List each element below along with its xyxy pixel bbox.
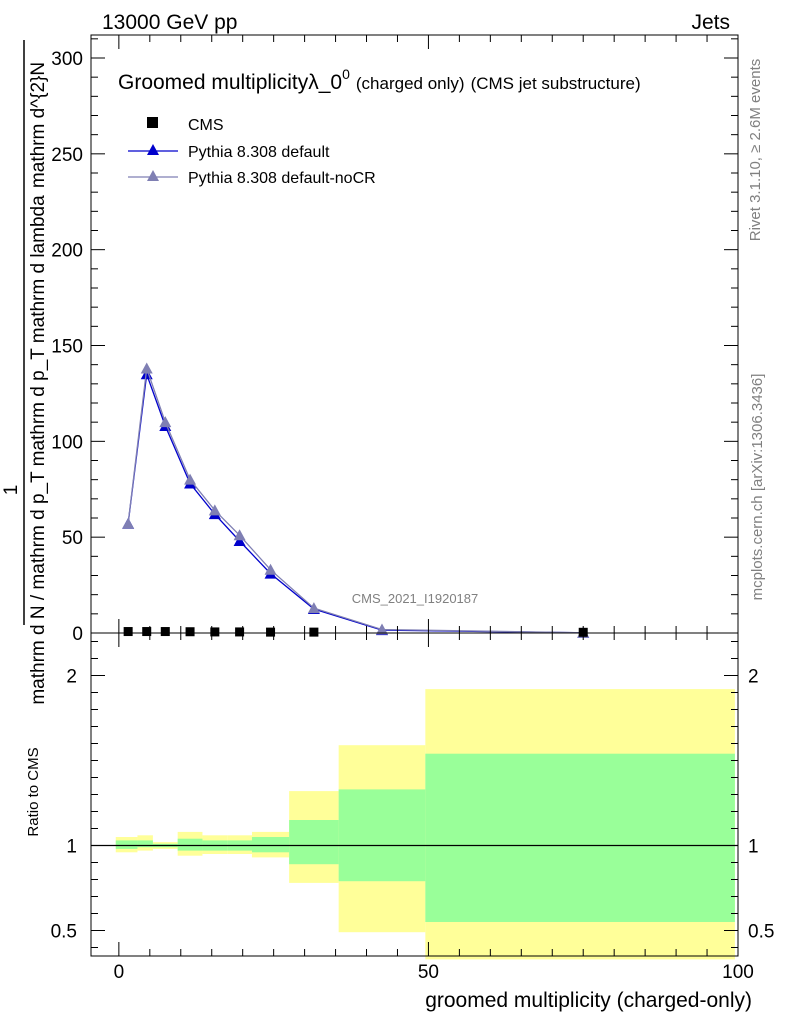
ylabel-numerator: mathrm d^{2}N bbox=[28, 62, 49, 188]
ratio-band-green bbox=[137, 840, 153, 848]
legend-cms-marker bbox=[147, 117, 158, 128]
ratio-ytick-label-right: 1 bbox=[748, 837, 759, 858]
legend-cms-label: CMS bbox=[188, 117, 224, 134]
ratio-ytick-label: 2 bbox=[66, 667, 77, 688]
ratio-ytick-label-right: 0.5 bbox=[748, 922, 774, 943]
legend-pythia-nocr-label: Pythia 8.308 default-noCR bbox=[188, 170, 376, 187]
cms-point bbox=[235, 627, 245, 637]
plot-title-main: Groomed multiplicityλ_0 bbox=[118, 71, 342, 94]
ratio-band-green bbox=[425, 753, 735, 922]
plot-title-small: (charged only) bbox=[356, 74, 465, 93]
plot-title-tail: (CMS jet substructure) bbox=[471, 74, 641, 93]
ylabel-one: 1 bbox=[1, 485, 22, 496]
ratio-band-green bbox=[177, 838, 203, 851]
xtick-label: 100 bbox=[722, 962, 754, 983]
analysis-label: CMS_2021_I1920187 bbox=[352, 591, 479, 606]
main-ytick-label: 50 bbox=[62, 528, 83, 549]
pythia-nocr-point bbox=[208, 504, 221, 516]
ratio-band-green bbox=[338, 789, 426, 882]
pythia-default-point bbox=[233, 535, 246, 546]
legend-pythia-default-marker bbox=[147, 144, 159, 155]
xtick-label: 50 bbox=[418, 962, 439, 983]
rivet-version-label: Rivet 3.1.10, ≥ 2.6M events bbox=[747, 59, 764, 242]
main-ytick-label: 200 bbox=[51, 241, 83, 262]
ratio-ytick-label-right: 2 bbox=[748, 667, 759, 688]
pythia-nocr-point bbox=[159, 416, 172, 428]
main-ytick-label: 0 bbox=[72, 624, 83, 645]
cms-point bbox=[142, 627, 152, 637]
ylabel-ratio: Ratio to CMS bbox=[25, 747, 42, 836]
pythia-default-line bbox=[127, 374, 584, 634]
cms-point bbox=[185, 627, 195, 637]
plot-title-sup: 0 bbox=[342, 66, 350, 82]
ratio-band-green bbox=[115, 840, 138, 849]
cms-point bbox=[210, 627, 220, 637]
ylabel-denominator: mathrm d N / mathrm d p_T mathrm d p_T m… bbox=[28, 195, 49, 705]
ratio-plot-panel: 0 50 100 0.5 0.5 1 1 2 2 bbox=[51, 632, 774, 983]
pythia-nocr-point bbox=[307, 602, 320, 614]
pythia-nocr-point bbox=[233, 529, 246, 541]
xlabel: groomed multiplicity (charged-only) bbox=[425, 989, 752, 1012]
legend: CMS Pythia 8.308 default Pythia 8.308 de… bbox=[128, 117, 376, 187]
pythia-nocr-line bbox=[127, 368, 584, 634]
header-jets-label: Jets bbox=[691, 11, 730, 34]
pythia-nocr-point bbox=[184, 473, 197, 485]
ylabel-main: mathrm d^{2}N mathrm d N / mathrm d p_T … bbox=[1, 40, 49, 705]
pythia-nocr-point bbox=[140, 362, 153, 374]
legend-pythia-default-label: Pythia 8.308 default bbox=[188, 144, 330, 161]
ratio-band-green bbox=[251, 837, 290, 853]
plot-title: Groomed multiplicityλ_00 (charged only) (C… bbox=[118, 66, 641, 94]
ratio-ytick-label: 0.5 bbox=[51, 922, 77, 943]
cms-point bbox=[123, 627, 133, 637]
main-ytick-label: 150 bbox=[51, 337, 83, 358]
pythia-nocr-point bbox=[264, 563, 277, 575]
header-energy-label: 13000 GeV pp bbox=[102, 11, 237, 34]
ratio-band-green bbox=[289, 820, 339, 865]
cms-point bbox=[309, 627, 319, 637]
cms-point bbox=[266, 627, 276, 637]
main-ytick-label: 250 bbox=[51, 145, 83, 166]
main-ytick-label: 100 bbox=[51, 432, 83, 453]
legend-pythia-nocr-marker bbox=[147, 170, 159, 181]
cms-point bbox=[160, 627, 170, 637]
pythia-nocr-point bbox=[375, 623, 388, 635]
ratio-ytick-label: 1 bbox=[66, 837, 77, 858]
xtick-label: 0 bbox=[114, 962, 125, 983]
mcplots-label: mcplots.cern.ch [arXiv:1306.3436] bbox=[749, 374, 766, 601]
pythia-nocr-point bbox=[122, 517, 135, 529]
main-ytick-label: 300 bbox=[51, 49, 83, 70]
main-plot-panel: 0 50 100 150 200 250 300 Groomed multiplicityλ… bbox=[51, 34, 739, 645]
